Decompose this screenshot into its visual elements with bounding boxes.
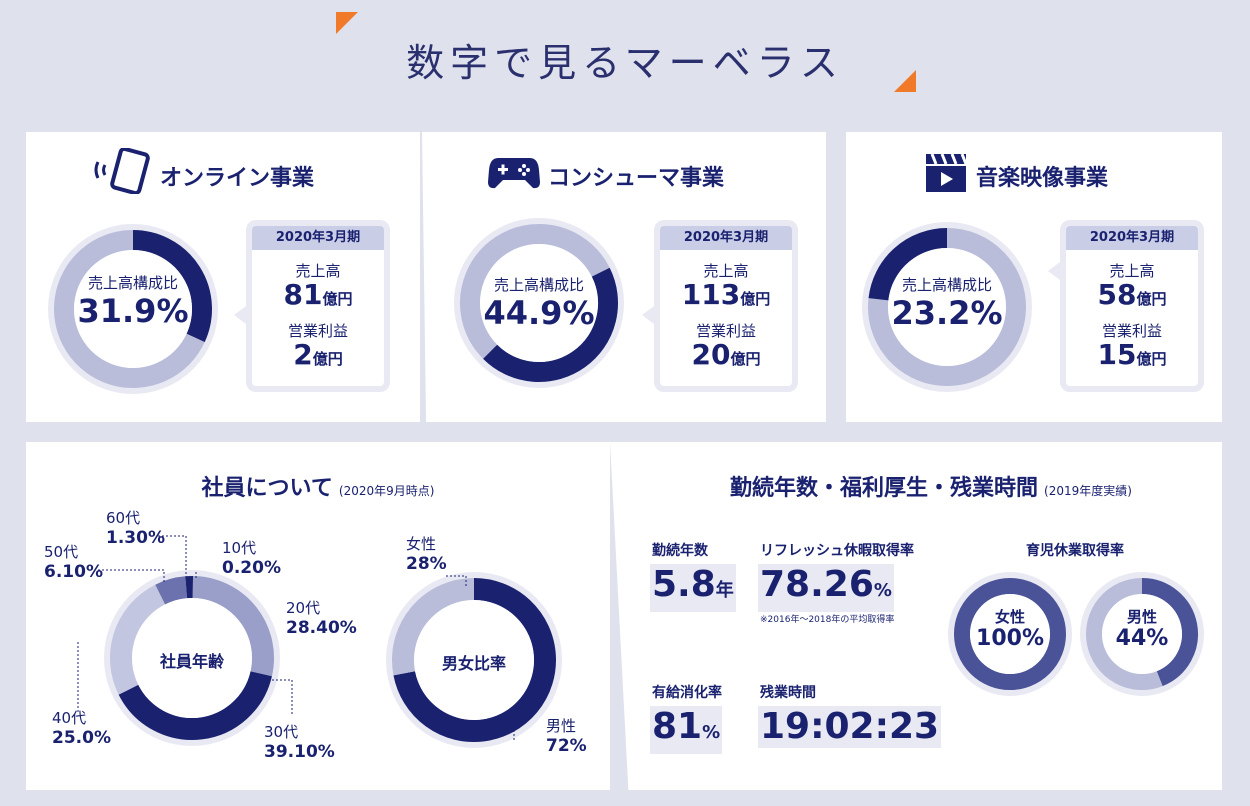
employees-title: 社員について (2020年9月時点) [201,476,435,501]
consumer-figures-bubble: 2020年3月期 売上高 113億円 営業利益 20億円 [654,220,798,392]
age-slice-4 [155,576,188,605]
accent-triangle-right [894,70,916,92]
donut-hole [970,594,1050,674]
age-50s: 50代 6.10% [44,543,103,582]
refresh-value: 78.26% [758,564,894,612]
paid-label: 有給消化率 [652,685,722,701]
childcare-female-donut [948,572,1072,696]
age-40s: 40代 25.0% [52,709,111,748]
music-op: 15億円 [1097,338,1167,371]
consumer-op: 20億円 [691,338,761,371]
music-sales-label: 売上高 [1109,262,1155,280]
childcare-female-value: 100% [976,626,1044,651]
gamepad-icon [488,158,540,189]
consumer-ratio-donut [454,218,624,388]
female-taken-slice [954,578,1066,690]
male-taken-slice [1141,578,1198,687]
online-op: 2億円 [293,338,343,371]
consumer-period: 2020年3月期 [660,226,792,250]
age-10s: 10代 0.20% [222,539,281,578]
age-center-label: 社員年齢 [159,652,224,671]
accent-triangle-left [336,12,358,34]
online-figures-bubble: 2020年3月期 売上高 81億円 営業利益 2億円 [246,220,390,392]
music-ratio-donut [862,222,1032,392]
overtime-value: 19:02:23 [758,706,942,748]
ratio-slice [868,228,948,301]
segment-title-consumer: コンシューマ事業 [548,166,725,191]
donut-hole [480,244,598,362]
smartphone-icon [94,148,150,194]
clapperboard-icon [926,153,968,192]
male-slice [393,578,556,742]
age-slice-1 [192,576,274,677]
online-ratio-label: 売上高構成比 [87,274,178,292]
music-period: 2020年3月期 [1066,226,1198,250]
childcare-male-donut [1080,572,1204,696]
male-rest-slice [1086,578,1163,690]
ratio-slice [483,267,618,382]
age-slice-3 [110,584,166,695]
gender-center-label: 男女比率 [441,654,506,673]
online-op-label: 営業利益 [287,322,348,340]
music-figures-bubble: 2020年3月期 売上高 58億円 営業利益 15億円 [1060,220,1204,392]
consumer-op-label: 営業利益 [695,322,756,340]
online-ratio-value: 31.9% [77,292,189,330]
segment-title-music: 音楽映像事業 [976,166,1109,191]
age-60s: 60代 1.30% [106,509,165,548]
gender-donut [386,572,562,748]
age-leader-lines [77,535,293,714]
page-title: 数字で見るマーベラス [406,41,844,85]
consumer-sales-label: 売上高 [703,262,749,280]
rest-slice [54,230,205,388]
consumer-ratio-value: 44.9% [483,294,595,332]
donut-hole [888,248,1006,366]
rest-slice-a [538,224,610,277]
music-ratio-value: 23.2% [891,294,1003,332]
donut-hole [132,598,252,718]
tenure-value: 5.8年 [650,564,736,612]
music-ratio-label: 売上高構成比 [901,276,992,294]
online-period: 2020年3月期 [252,226,384,250]
music-op-label: 営業利益 [1101,322,1162,340]
online-sales: 81億円 [283,278,353,311]
consumer-sales: 113億円 [681,278,771,311]
tenure-label: 勤続年数 [652,543,708,559]
rest-slice-b [460,224,540,359]
overtime-label: 残業時間 [760,685,816,701]
gender-leader-lines [446,575,515,742]
age-slice-2 [118,670,272,740]
online-sales-label: 売上高 [295,262,341,280]
donut-hole [74,250,192,368]
refresh-label: リフレッシュ休暇取得率 [760,543,914,559]
female-slice [392,578,475,676]
donut-hole [1102,594,1182,674]
childcare-male-label: 男性 [1126,608,1157,626]
refresh-note: ※2016年～2018年の平均取得率 [760,615,895,625]
online-ratio-donut [48,224,218,394]
welfare-title: 勤続年数・福利厚生・残業時間 (2019年度実績) [730,476,1132,501]
gender-female: 女性 28% [406,535,447,574]
age-20s: 20代 28.40% [286,599,357,638]
consumer-ratio-label: 売上高構成比 [493,276,584,294]
childcare-female-label: 女性 [994,608,1025,626]
age-donut [104,570,280,746]
ratio-slice [132,230,212,343]
music-sales: 58億円 [1097,278,1167,311]
childcare-male-value: 44% [1115,626,1169,651]
segment-title-online: オンライン事業 [160,166,315,191]
donut-hole [414,600,534,720]
paid-value: 81% [650,706,723,754]
gender-male: 男性 72% [546,717,587,756]
rest-slice [868,228,1026,386]
age-30s: 30代 39.10% [264,723,335,762]
childcare-label: 育児休業取得率 [1026,543,1124,559]
